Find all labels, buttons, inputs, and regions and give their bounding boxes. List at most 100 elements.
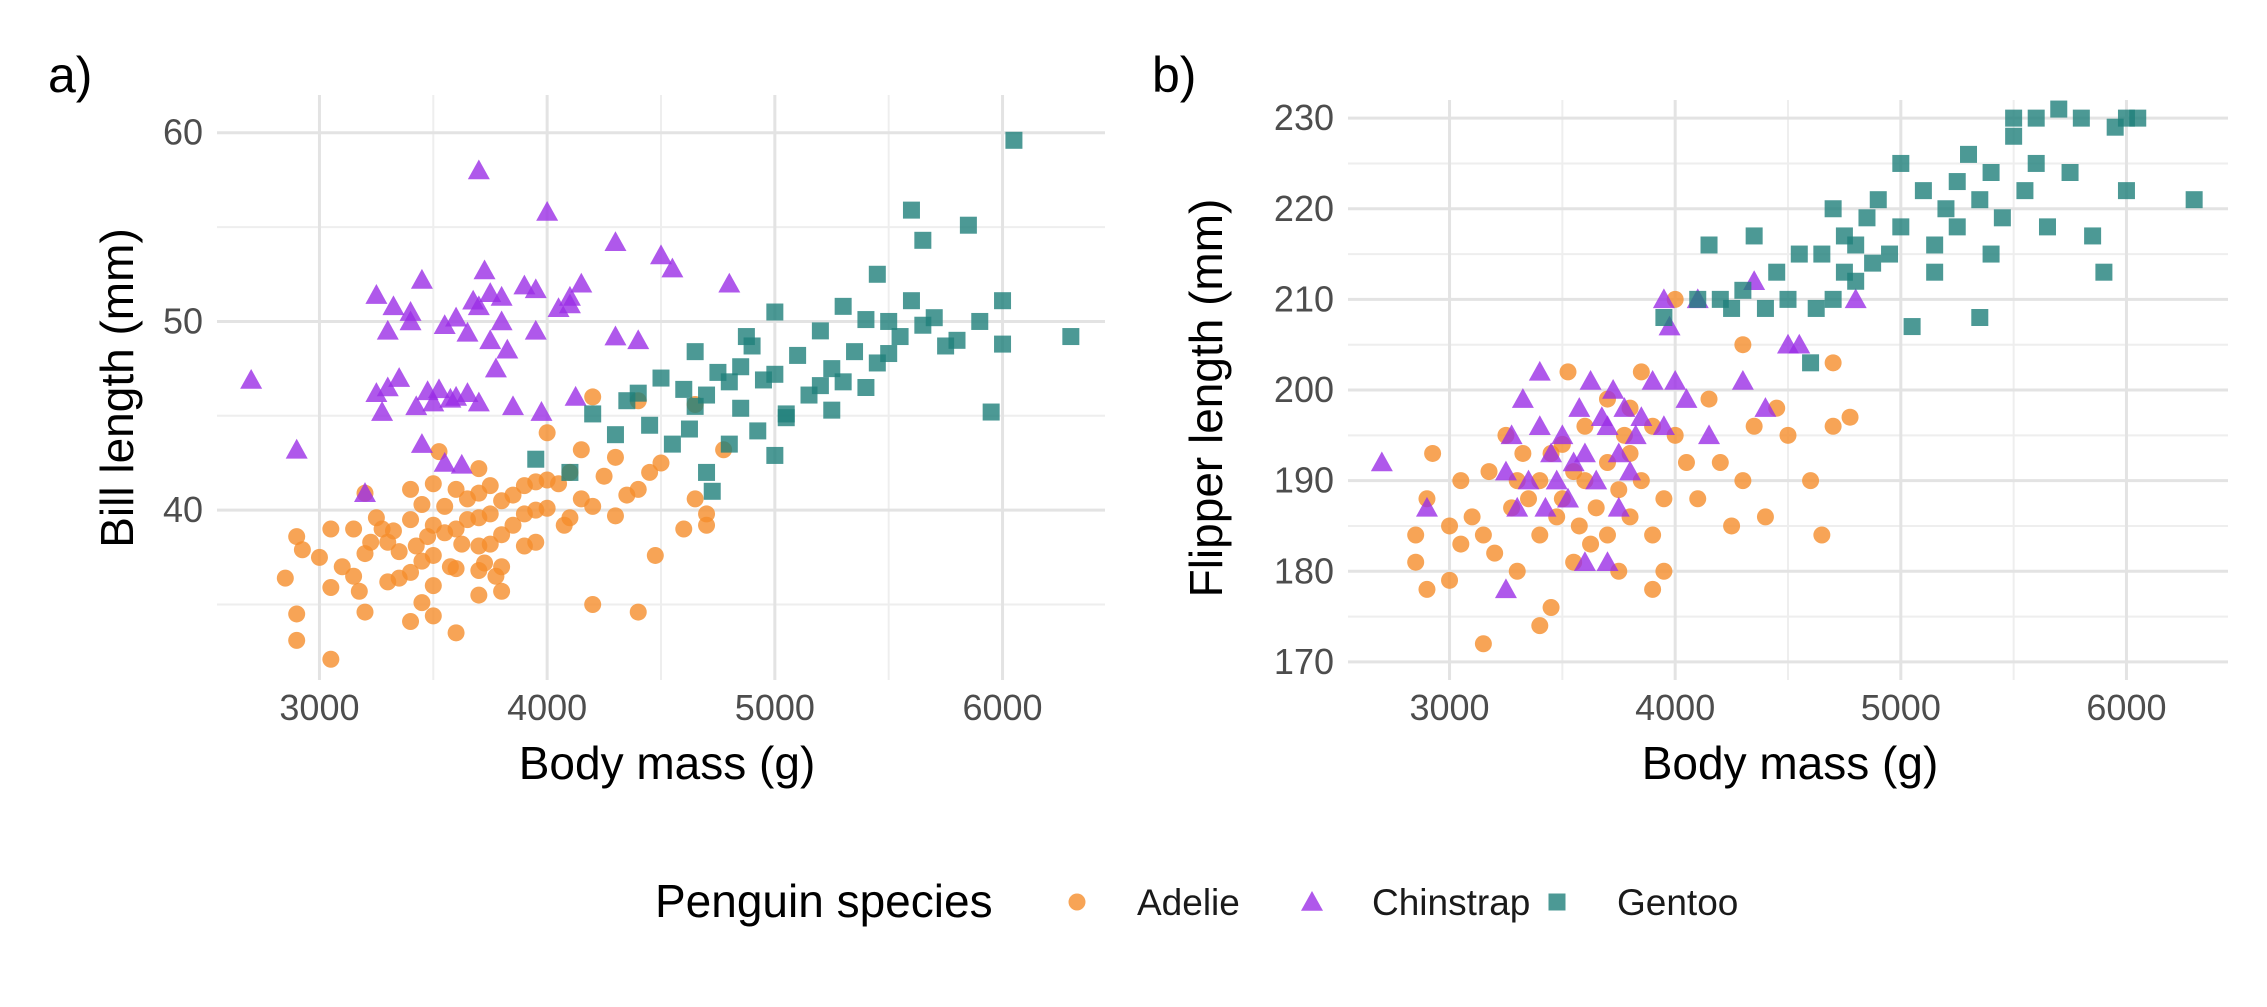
panel-a-chinstrap-point: [536, 201, 559, 221]
panel-a-adelie-point: [453, 535, 471, 553]
panel-a-y-tick-label: 40: [163, 489, 203, 530]
panel-a-adelie-point: [629, 480, 647, 498]
panel-a-chinstrap-point: [410, 433, 433, 453]
panel-a-chinstrap-point: [467, 391, 490, 412]
panel-b-chinstrap-point: [1754, 397, 1777, 417]
panel-b-gentoo-point: [1982, 245, 2000, 263]
panel-b-chinstrap-point: [1619, 460, 1642, 481]
panel-a-series-gentoo: [527, 131, 1080, 500]
panel-a-gentoo-point: [720, 373, 738, 391]
panel-a-adelie-point: [276, 569, 294, 587]
panel-b-gentoo-point: [2050, 100, 2068, 118]
panel-a-gentoo-point: [891, 328, 909, 346]
panel-b-chinstrap-point: [1613, 397, 1636, 417]
panel-b-gentoo-point: [1802, 354, 1820, 372]
panel-b-gentoo-point: [1993, 209, 2011, 227]
panel-a-chinstrap-point: [479, 329, 502, 350]
panel-a-gentoo-point: [823, 360, 841, 378]
panel-a-gentoo-point: [686, 397, 704, 415]
panel-a-gentoo-point: [834, 297, 852, 315]
panel-b-x-tick-label: 3000: [1409, 687, 1489, 728]
panel-a-gentoo-point: [994, 335, 1012, 353]
panel-a-gentoo-point: [789, 346, 807, 364]
panel-b-adelie-point: [1813, 526, 1831, 544]
panel-a-tag: a): [48, 47, 92, 103]
panel-b-adelie-point: [1474, 635, 1492, 653]
panel-b-gentoo-point: [1903, 318, 1921, 336]
panel-a-gentoo-point: [857, 379, 875, 396]
panel-b-chinstrap-point: [1607, 496, 1630, 517]
panel-b-chinstrap-point: [1652, 415, 1675, 436]
panel-b-adelie-point: [1745, 417, 1763, 435]
panel-b-gentoo-point: [2129, 109, 2147, 127]
panel-a-gentoo-point: [834, 373, 852, 391]
panel-b-gentoo-point: [2084, 227, 2102, 245]
panel-a-y-axis-title: Bill length (mm): [91, 228, 143, 548]
panel-a-adelie-point: [345, 520, 363, 538]
panel-a-chinstrap-point: [473, 259, 496, 280]
panel-a-gentoo-point: [925, 309, 943, 327]
panel-a-chinstrap-point: [399, 310, 422, 331]
panel-b-chinstrap-point: [1568, 397, 1591, 417]
panel-b-gentoo-point: [1864, 254, 1882, 272]
panel-a-adelie-point: [424, 607, 442, 625]
panel-a-chinstrap-point: [484, 357, 507, 378]
panel-b-adelie-point: [1711, 454, 1729, 471]
panel-a-chinstrap-point: [467, 295, 490, 316]
legend: Penguin species Adelie Chinstrap Gentoo: [655, 875, 1738, 927]
panel-b-chinstrap-point: [1652, 288, 1675, 309]
panel-a-chinstrap-point: [428, 378, 450, 399]
legend-title: Penguin species: [655, 875, 993, 927]
panel-a-x-tick-label: 4000: [507, 687, 587, 728]
panel-a-chinstrap-point: [496, 338, 519, 359]
panel-b-y-tick-label: 220: [1274, 188, 1334, 229]
panel-b-gentoo-point: [1914, 182, 1932, 200]
panel-b-chinstrap-point: [1788, 333, 1811, 354]
panel-a-adelie-point: [572, 441, 590, 459]
panel-b-adelie-point: [1407, 526, 1425, 544]
panel-b-chinstrap-point: [1562, 451, 1585, 472]
panel-b-gentoo-point: [1847, 272, 1865, 290]
panel-a-adelie-point: [333, 558, 351, 576]
panel-b-adelie-point: [1508, 562, 1526, 580]
panel-b-y-axis-title: Flipper length (mm): [1180, 199, 1232, 598]
panel-b-chinstrap-point: [1551, 424, 1574, 445]
panel-b-adelie-point: [1587, 499, 1605, 517]
panel-a-adelie-point: [470, 586, 488, 604]
panel-a-gentoo-point: [948, 331, 966, 349]
panel-a-gentoo-point: [584, 405, 602, 423]
panel-b-gentoo-point: [1881, 245, 1899, 263]
panel-a-chinstrap-point: [376, 376, 399, 397]
panel-a-gentoo-point: [902, 201, 920, 219]
panel-b-adelie-point: [1756, 508, 1774, 526]
panel-b-gentoo-point: [1807, 299, 1825, 317]
panel-b-gentoo-point: [1926, 263, 1944, 281]
panel-b-adelie-point: [1802, 472, 1820, 490]
panel-a-adelie-point: [424, 475, 442, 493]
panel-b-gentoo-point: [1971, 309, 1989, 326]
panel-a-y-tick-label: 50: [163, 300, 203, 341]
panel-a-gentoo-point: [703, 482, 721, 500]
panel-a-adelie-point: [322, 650, 340, 668]
panel-a-gentoo-point: [846, 343, 864, 361]
panel-b-gentoo-point: [1948, 218, 1966, 236]
plot-a-area: 3000 4000 5000 6000 40 50 60: [163, 95, 1105, 728]
panel-b-adelie-point: [1655, 562, 1673, 580]
panel-a-gentoo-point: [641, 416, 659, 434]
panel-b-chinstrap-point: [1630, 406, 1653, 426]
panel-b-adelie-point: [1520, 490, 1538, 508]
panel-b-chinstrap-point: [1607, 442, 1630, 463]
panel-a-chinstrap-point: [354, 482, 376, 502]
panel-a-chinstrap-point: [365, 284, 388, 304]
panel-b-adelie-point: [1463, 508, 1481, 526]
panel-a-chinstrap-point: [661, 257, 684, 278]
panel-a-gentoo-point: [766, 446, 784, 464]
panel-a-adelie-point: [350, 582, 368, 600]
panel-b-adelie-point: [1531, 617, 1549, 635]
panel-a-chinstrap-point: [433, 314, 456, 335]
panel-b-y-tick-label: 170: [1274, 641, 1334, 682]
legend-key-adelie: [1068, 893, 1086, 911]
panel-a-adelie-point: [476, 554, 494, 572]
panel-b-adelie-point: [1570, 517, 1588, 535]
panel-a-adelie-point: [362, 533, 380, 551]
